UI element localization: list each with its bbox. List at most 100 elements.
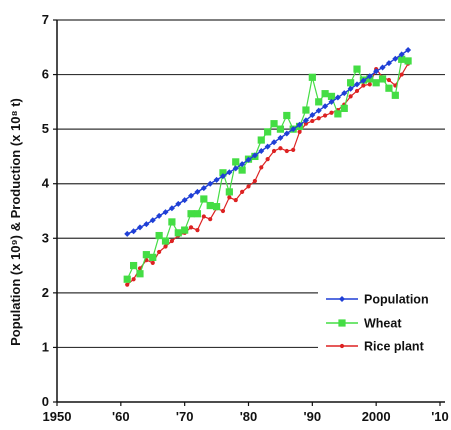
y-tick-label-4: 4	[42, 176, 50, 191]
legend-label-wheat: Wheat	[364, 317, 402, 331]
rice-plant-point	[278, 146, 283, 151]
rice-plant-point	[208, 217, 213, 222]
population-point	[207, 180, 214, 187]
wheat-point	[385, 84, 393, 92]
population-point	[385, 60, 392, 67]
rice-plant-point	[246, 184, 251, 189]
rice-plant-point	[259, 165, 264, 170]
y-tick-label-6: 6	[42, 67, 49, 82]
rice-plant-point	[240, 189, 245, 194]
population-point	[156, 212, 163, 219]
population-point	[309, 111, 316, 118]
wheat-point	[212, 203, 221, 211]
population-point	[366, 73, 373, 80]
wheat-point	[264, 128, 272, 136]
wheat-point	[200, 195, 208, 203]
population-point	[232, 165, 239, 172]
wheat-point	[193, 210, 202, 218]
rice-plant-point	[291, 147, 296, 152]
population-point	[168, 205, 175, 212]
population-point	[143, 221, 150, 228]
rice-plant-point	[284, 148, 289, 154]
x-tick-label-1980: '80	[240, 409, 258, 424]
rice-plant-point	[150, 260, 155, 265]
wheat-point	[283, 111, 291, 120]
population-point	[219, 173, 226, 180]
population-point	[264, 143, 271, 150]
wheat-point	[257, 136, 265, 144]
x-tick-label-1990: '90	[304, 409, 322, 424]
population-point	[341, 90, 348, 97]
x-tick-label-1950: 1950	[43, 409, 72, 424]
x-tick-labels: 1950 '60 '70 '80 '90 2000 '10	[43, 409, 449, 424]
population-point	[124, 230, 131, 237]
population-point	[149, 217, 156, 224]
population-point	[213, 176, 220, 183]
rice-plant-point	[169, 238, 174, 244]
rice-plant-point	[195, 228, 200, 233]
population-point	[322, 103, 329, 110]
rice-plant-point	[310, 118, 315, 124]
population-point	[290, 126, 297, 133]
series-rice-plant	[125, 61, 411, 287]
rice-plant-point	[157, 249, 162, 255]
x-tick-label-2010: '10	[431, 409, 449, 424]
y-tick-labels: 0 1 2 3 4 5 6 7	[42, 12, 50, 409]
population-point	[334, 94, 341, 101]
rice-plant-point	[125, 282, 130, 287]
rice-plant-point	[361, 83, 366, 88]
rice-plant-point	[220, 208, 226, 214]
population-point	[251, 152, 258, 159]
wheat-point	[123, 275, 131, 283]
y-tick-label-3: 3	[42, 230, 49, 245]
series-population	[124, 47, 412, 237]
population-point	[405, 47, 412, 54]
y-tick-label-2: 2	[42, 285, 49, 300]
population-point	[271, 139, 278, 146]
rice-plant-point	[131, 277, 136, 282]
population-point	[328, 98, 335, 105]
wheat-point	[308, 73, 316, 81]
legend-marker-wheat	[338, 319, 346, 327]
population-point	[181, 197, 188, 204]
wheat-point	[161, 237, 170, 245]
population-point	[200, 185, 207, 192]
wheat-point	[232, 158, 240, 166]
x-tick-label-1970: '70	[176, 409, 194, 424]
wheat-point	[149, 253, 157, 261]
wheat-point	[321, 90, 329, 98]
population-point	[354, 81, 361, 88]
population-point	[239, 161, 246, 168]
wheat-point	[174, 229, 182, 237]
wheat-point	[391, 91, 399, 99]
wheat-point	[372, 79, 380, 87]
population-point	[277, 134, 284, 141]
wheat-point	[327, 92, 336, 100]
y-tick-label-5: 5	[42, 121, 49, 136]
wheat-point	[347, 79, 355, 87]
wheat-point	[404, 57, 412, 65]
rice-plant-point	[252, 178, 257, 184]
series-line-rice-plant	[126, 63, 409, 286]
rice-plant-point	[316, 116, 321, 121]
legend-item-rice-plant: Rice plant	[326, 340, 425, 354]
series-line-wheat	[126, 58, 409, 280]
legend: Population Wheat Rice plant	[326, 293, 429, 354]
population-point	[296, 121, 303, 128]
population-point	[315, 107, 322, 114]
population-point	[136, 224, 143, 231]
rice-plant-point	[201, 214, 206, 219]
rice-plant-point	[265, 157, 270, 162]
wheat-point	[353, 65, 361, 73]
rice-plant-point	[329, 110, 334, 115]
series-layer	[123, 47, 412, 287]
population-point	[373, 68, 380, 75]
population-point	[347, 85, 354, 92]
population-point	[188, 192, 195, 199]
wheat-point	[136, 270, 144, 278]
legend-marker-population	[339, 296, 345, 302]
wheat-point	[270, 120, 278, 128]
y-tick-label-1: 1	[42, 339, 49, 354]
rice-plant-point	[323, 113, 328, 118]
